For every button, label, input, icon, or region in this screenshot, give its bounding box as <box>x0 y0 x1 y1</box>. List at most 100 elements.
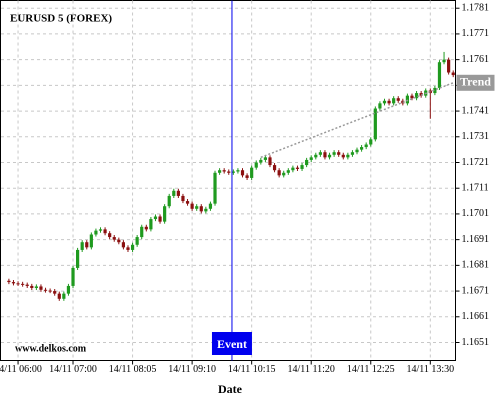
candle-body <box>7 280 11 283</box>
candle-body <box>254 162 258 168</box>
candle-body <box>16 283 20 285</box>
candle-body <box>11 282 16 284</box>
event-label-box <box>211 332 252 355</box>
chart-title: EURUSD 5 (FOREX) <box>10 13 112 25</box>
candle-body <box>337 152 341 155</box>
candle-body <box>53 291 57 294</box>
watermark: www.delkos.com <box>15 343 87 354</box>
candle-body <box>414 93 419 99</box>
candle-body <box>167 195 171 207</box>
candle-body <box>80 242 84 250</box>
candle-body <box>66 285 71 294</box>
candle-body <box>94 230 98 235</box>
candle-body <box>227 171 231 173</box>
candle-body <box>300 165 304 169</box>
candle-body <box>181 195 185 202</box>
x-tick-label: 14/11 08:05 <box>109 364 157 375</box>
x-tick-label: 14/11 09:10 <box>168 364 216 375</box>
candle-body <box>43 289 48 291</box>
candle-body <box>405 95 410 104</box>
candle-body <box>442 59 446 63</box>
candle-body <box>309 157 313 160</box>
candle-body <box>369 139 373 145</box>
candle-body <box>89 234 93 248</box>
candle-body <box>392 98 396 104</box>
candle-body <box>259 159 263 163</box>
candle-body <box>359 147 364 150</box>
candle-body <box>195 206 199 209</box>
candle-body <box>149 219 153 230</box>
y-tick-label: 1.1701 <box>462 208 490 219</box>
candle-body <box>419 93 423 96</box>
candle-body <box>108 233 112 238</box>
x-tick-label: 14/11 13:30 <box>406 364 454 375</box>
candle-body <box>314 154 318 158</box>
y-tick-label: 1.1781 <box>462 3 490 14</box>
candle-body <box>387 100 391 104</box>
y-tick-label: 1.1721 <box>462 157 490 168</box>
candle-body <box>34 286 38 288</box>
y-tick-label: 1.1651 <box>462 337 490 348</box>
candle-body <box>327 154 332 158</box>
candle-body <box>272 165 277 171</box>
candle-body <box>350 152 355 155</box>
candle-body <box>48 290 52 292</box>
candle-body <box>240 170 245 176</box>
candle-body <box>98 229 103 231</box>
trend-label-box <box>456 74 495 91</box>
candle-body <box>410 95 414 99</box>
candle-body <box>117 239 121 243</box>
candle-body <box>277 170 281 176</box>
x-tick-label: 14/11 10:15 <box>228 364 276 375</box>
x-tick-label: 14/11 11:20 <box>288 364 335 375</box>
candle-body <box>355 149 359 153</box>
candle-body <box>126 247 130 250</box>
candle-body <box>153 216 158 220</box>
candle-body <box>25 284 29 286</box>
candle-body <box>332 152 336 155</box>
y-tick-label: 1.1661 <box>462 311 490 322</box>
candle-body <box>172 190 176 196</box>
y-tick-label: 1.1691 <box>462 234 490 245</box>
candle-body <box>217 170 222 173</box>
x-tick-label: 14/11 07:00 <box>49 364 97 375</box>
candle-body <box>437 62 442 88</box>
candle-body <box>176 190 180 196</box>
x-tick-label: 14/11 12:25 <box>347 364 395 375</box>
candle-body <box>433 87 437 94</box>
candle-body <box>158 216 162 222</box>
candle-body <box>103 229 107 234</box>
candle-body <box>231 171 235 173</box>
candle-body <box>199 206 203 212</box>
candle-body <box>121 242 126 248</box>
candle-body <box>21 283 25 285</box>
candle-body <box>396 98 400 101</box>
x-tick-label: 14/11 06:00 <box>0 364 42 375</box>
candle-body <box>346 154 350 158</box>
candle-body <box>204 208 208 212</box>
y-tick-label: 1.1681 <box>462 260 490 271</box>
candle-body <box>140 226 144 238</box>
candle-body <box>130 244 135 250</box>
candle-body <box>112 237 116 240</box>
event-label: Event <box>217 337 247 351</box>
candle-body <box>291 167 295 171</box>
candle-body <box>382 100 387 104</box>
plot-frame <box>0 0 456 361</box>
candle-body <box>57 293 61 299</box>
candle-body <box>305 159 309 166</box>
candle-body <box>185 201 190 204</box>
candle-body <box>222 170 226 172</box>
candle-body <box>364 144 368 148</box>
y-tick-label: 1.1761 <box>462 54 490 65</box>
candle-body <box>135 237 139 245</box>
candle-body <box>62 293 66 299</box>
y-tick-label: 1.1731 <box>462 131 490 142</box>
candle-body <box>30 285 34 288</box>
candle-body <box>144 226 148 230</box>
candle-body <box>282 172 286 176</box>
candle-body <box>447 59 451 73</box>
candle-body <box>341 154 345 158</box>
candle-body <box>163 206 167 222</box>
